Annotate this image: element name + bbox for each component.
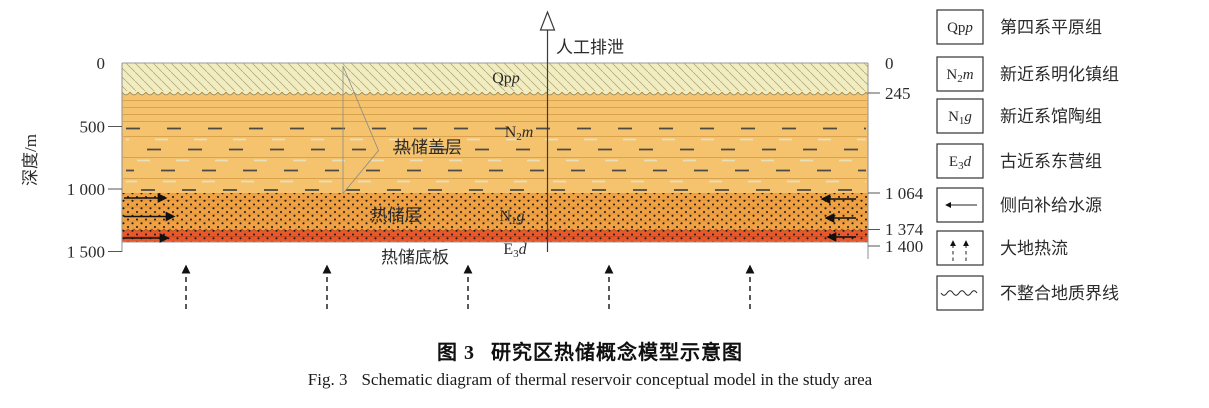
- legend-item-e3d: E3d 古近系东营组: [936, 143, 1102, 179]
- n2m-bedding-lines: [123, 100, 867, 179]
- legend-recharge-label: 侧向补给水源: [1000, 196, 1102, 215]
- label-n2m-code: N2m: [505, 124, 534, 143]
- caption-en-title: Schematic diagram of thermal reservoir c…: [361, 370, 873, 389]
- right-tick-0: 0: [885, 54, 894, 73]
- heat-flow-arrows: [181, 264, 755, 309]
- caprock-span-brace: [342, 65, 379, 194]
- artificial-discharge: 人工排泄: [539, 10, 624, 252]
- caption-zh-number: 图 3: [437, 342, 475, 364]
- legend: Qpp 第四系平原组 N2m 新近系明化镇组 N1g 新近系馆陶组 E3d 古近…: [936, 9, 1119, 311]
- legend-qpp-label: 第四系平原组: [1000, 18, 1102, 37]
- left-tick-500: 500: [80, 118, 106, 137]
- legend-item-lateral-recharge: 侧向补给水源: [936, 187, 1102, 223]
- legend-e3d-code: E3d: [949, 154, 972, 172]
- wavy-line-icon: [940, 290, 978, 296]
- legend-item-n2m: N2m 新近系明化镇组: [936, 56, 1119, 92]
- right-tick-245: 245: [885, 84, 911, 103]
- caption-zh-title: 研究区热储概念模型示意图: [491, 342, 743, 364]
- discharge-label: 人工排泄: [556, 38, 624, 57]
- left-axis: 深度/m 0 500 1 000 1 500: [21, 54, 122, 262]
- legend-item-unconformity: 不整合地质界线: [936, 275, 1119, 311]
- label-caprock: 热储盖层: [394, 138, 462, 157]
- legend-item-qpp: Qpp 第四系平原组: [936, 9, 1102, 45]
- legend-n2m-label: 新近系明化镇组: [1000, 65, 1119, 84]
- right-tick-1064: 1 064: [885, 184, 924, 203]
- legend-heatflow-label: 大地热流: [1000, 239, 1068, 258]
- dashed-up-arrows-icon: [950, 240, 969, 261]
- cross-section-canvas: 深度/m 0 500 1 000 1 500 0 245 1 064 1 374…: [21, 9, 1119, 311]
- label-reservoir: 热储层: [371, 206, 422, 225]
- discharge-up-arrow-icon: [539, 10, 556, 31]
- left-tick-0: 0: [97, 54, 106, 73]
- lateral-recharge-arrows-left: [124, 193, 176, 243]
- right-tick-1374: 1 374: [885, 220, 924, 239]
- label-n1g-code: N1g: [499, 208, 524, 227]
- n2m-light-dash-rows: [126, 138, 866, 183]
- legend-n2m-code: N2m: [946, 67, 973, 85]
- right-axis: 0 245 1 064 1 374 1 400: [868, 54, 924, 256]
- left-tick-1500: 1 500: [67, 243, 105, 262]
- caption-chinese: 图 3 研究区热储概念模型示意图: [0, 336, 1180, 365]
- left-tick-1000: 1 000: [67, 180, 105, 199]
- lateral-recharge-arrows-right: [820, 194, 856, 242]
- caption-en-number: Fig. 3: [307, 370, 348, 389]
- right-tick-1400: 1 400: [885, 237, 923, 256]
- legend-n1g-code: N1g: [948, 109, 972, 127]
- legend-n1g-label: 新近系馆陶组: [1000, 107, 1102, 126]
- label-floor: 热储底板: [381, 248, 449, 267]
- sandstone-dot-pattern: [122, 193, 868, 242]
- label-e3d-code: E3d: [503, 241, 527, 260]
- legend-e3d-label: 古近系东营组: [1000, 152, 1102, 171]
- legend-item-n1g: N1g 新近系馆陶组: [936, 98, 1102, 134]
- right-axis-tick-marks: [868, 92, 880, 247]
- label-qpp-code: Qpp: [492, 70, 520, 87]
- left-axis-tick-marks: [108, 126, 122, 252]
- layer-n2m-caprock: [122, 91, 868, 193]
- n2m-dark-dash-rows: [126, 127, 866, 191]
- legend-item-heat-flow: 大地热流: [936, 230, 1068, 266]
- caption-english: Fig. 3 Schematic diagram of thermal reser…: [0, 370, 1180, 390]
- legend-qpp-code: Qpp: [947, 20, 973, 36]
- left-axis-title: 深度/m: [21, 134, 40, 186]
- legend-unconformity-label: 不整合地质界线: [1000, 284, 1119, 303]
- layer-qpp-quaternary: [122, 63, 868, 92]
- unconformity-boundary-245m: [122, 91, 868, 98]
